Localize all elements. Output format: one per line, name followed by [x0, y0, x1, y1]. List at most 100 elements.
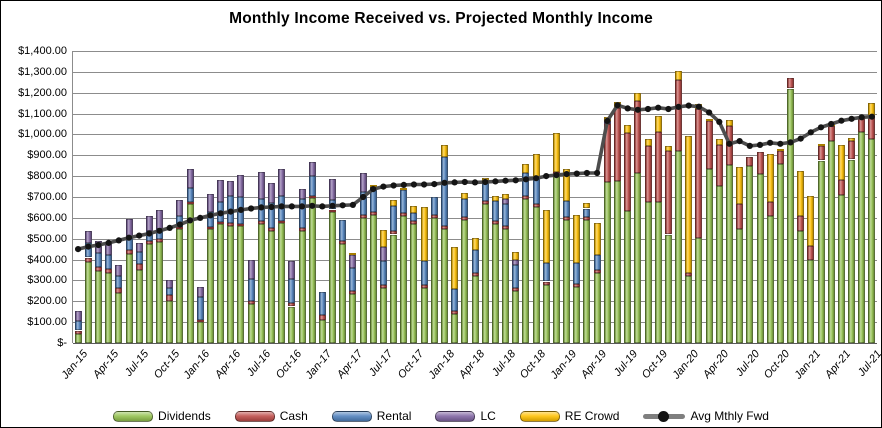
y-axis-label: $1,200.00: [18, 86, 67, 99]
avg-line-marker: [380, 183, 387, 190]
legend-swatch-dividends: [113, 410, 154, 422]
bar-segment-rental: [125, 237, 133, 251]
bar-segment-cash: [288, 303, 296, 307]
bar-segment-dividends: [624, 210, 632, 343]
y-axis-label: $1,000.00: [18, 128, 67, 141]
bar-segment-dividends: [583, 219, 591, 343]
bar-segment-rental: [298, 199, 306, 229]
legend-label: Dividends: [158, 409, 211, 423]
bar-segment-lc: [288, 260, 296, 280]
avg-line-marker: [665, 105, 672, 113]
bar-segment-rental: [329, 200, 336, 210]
avg-line-marker: [410, 181, 417, 188]
bar-segment-cash: [481, 201, 489, 205]
bar-segment-dividends: [502, 229, 509, 343]
bar-segment-re-crowd: [502, 193, 509, 200]
bar-segment-rental: [441, 157, 448, 227]
legend-item-cash: Cash: [234, 409, 308, 423]
bar-segment-dividends: [400, 215, 408, 343]
bar-segment-re-crowd: [603, 116, 611, 121]
bar-segment-rental: [156, 229, 163, 239]
bar-segment-cash: [715, 144, 723, 186]
bar-segment-dividends: [105, 273, 113, 343]
bar-segment-cash: [603, 124, 611, 183]
bar-segment-re-crowd: [512, 252, 520, 260]
bar-segment-cash: [257, 221, 265, 225]
bar-segment-dividends: [410, 224, 418, 343]
bar-segment-cash: [776, 151, 784, 164]
legend-label: LC: [480, 409, 496, 423]
bar-segment-rental: [105, 255, 113, 269]
bar-segment-rental: [502, 204, 509, 227]
bar-segment-cash: [522, 196, 530, 200]
bar-segment-cash: [736, 204, 744, 230]
bar-segment-rental: [471, 250, 479, 274]
bar-segment-cash: [705, 120, 713, 169]
bar-segment-dividends: [94, 271, 102, 343]
bar-segment-lc: [329, 179, 336, 201]
bar-segment-cash: [105, 269, 113, 274]
bar-segment-dividends: [491, 224, 499, 343]
bar-segment-rental: [166, 287, 174, 295]
avg-line-marker: [319, 203, 326, 210]
gridline-0: [73, 343, 877, 344]
avg-line-marker: [75, 246, 82, 253]
bar-segment-re-crowd: [614, 102, 621, 109]
y-axis-line: [72, 51, 73, 343]
bar-segment-re-crowd: [563, 168, 571, 202]
bar-segment-re-crowd: [858, 115, 866, 118]
bar-segment-dividends: [603, 182, 611, 343]
bar-segment-re-crowd: [461, 192, 469, 200]
bar-segment-dividends: [359, 217, 367, 343]
avg-line-marker: [716, 118, 723, 125]
y-axis-label: $300.00: [27, 274, 67, 287]
bar-segment-dividends: [339, 243, 347, 343]
bar-segment-cash: [858, 117, 866, 133]
bar-segment-dividends: [593, 273, 601, 343]
bar-segment-rental: [257, 199, 265, 221]
bar-segment-dividends: [145, 243, 153, 343]
bar-segment-re-crowd: [471, 237, 479, 251]
bar-segment-lc: [298, 188, 306, 200]
bar-segment-cash: [176, 227, 184, 230]
bar-segment-cash: [756, 152, 764, 175]
bar-segment-dividends: [308, 198, 316, 343]
bar-segment-dividends: [715, 185, 723, 343]
y-axis-label: $1,100.00: [18, 107, 67, 120]
bar-segment-dividends: [481, 204, 489, 343]
legend-label: RE Crowd: [564, 409, 620, 423]
bar-segment-dividends: [776, 163, 784, 343]
bar-segment-cash: [84, 257, 92, 262]
bar-segment-re-crowd: [583, 203, 591, 209]
avg-line-marker: [492, 178, 499, 185]
bar-segment-re-crowd: [410, 206, 418, 213]
bar-segment-rental: [410, 212, 418, 221]
bar-segment-dividends: [156, 241, 163, 343]
bar-segment-rental: [512, 264, 520, 288]
bar-segment-dividends: [695, 237, 703, 343]
bar-segment-dividends: [74, 333, 82, 343]
legend: Dividends Cash Rental LC RE Crowd Avg Mthly F…: [1, 409, 881, 423]
bar-segment-cash: [766, 202, 774, 216]
bar-segment-re-crowd: [705, 118, 713, 121]
bar-segment-dividends: [125, 254, 133, 343]
bar-segment-rental: [84, 242, 92, 258]
bar-segment-re-crowd: [715, 138, 723, 145]
bar-segment-rental: [349, 267, 357, 291]
bar-segment-cash: [461, 216, 469, 220]
bar-segment-cash: [217, 222, 225, 225]
avg-line-marker: [461, 178, 468, 186]
bar-segment-dividends: [868, 138, 876, 343]
gridline-1300: [73, 71, 877, 73]
bar-segment-rental: [206, 211, 214, 228]
bar-segment-rental: [176, 215, 184, 228]
avg-line-marker: [706, 109, 713, 116]
bar-segment-dividends: [227, 226, 235, 343]
avg-line-marker: [797, 135, 804, 142]
bar-segment-rental: [196, 297, 204, 320]
bar-segment-dividends: [176, 229, 184, 343]
bar-segment-lc: [502, 199, 509, 205]
legend-label: Cash: [279, 409, 308, 423]
bar-segment-re-crowd: [379, 230, 387, 248]
bar-segment-re-crowd: [624, 125, 632, 134]
